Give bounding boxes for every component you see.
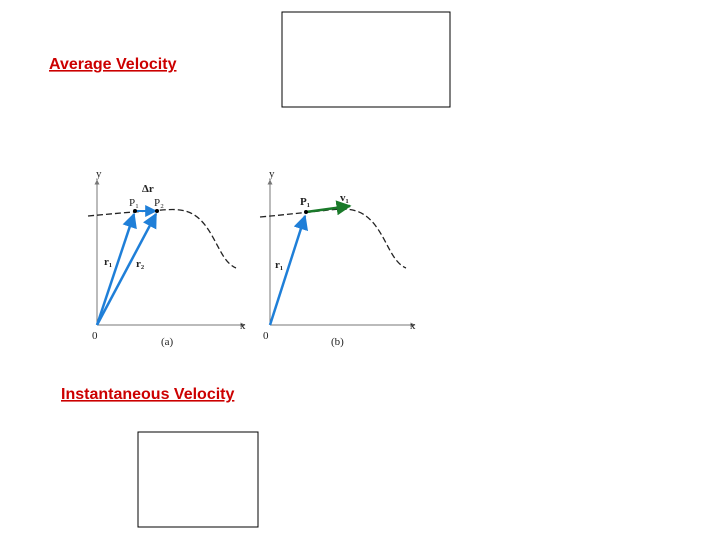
label: y: [269, 168, 275, 180]
empty-box: [281, 11, 451, 108]
caption: (b): [331, 336, 344, 348]
label: r₂: [136, 258, 145, 270]
point: [155, 209, 159, 213]
heading: Instantaneous Velocity: [61, 386, 234, 403]
vector-r1: [95, 212, 137, 326]
vector-r2: [95, 212, 158, 326]
label: P₁: [300, 196, 310, 208]
label: 0: [263, 330, 269, 342]
vector-r1: [268, 214, 309, 326]
label: x: [410, 320, 416, 332]
heading: Average Velocity: [49, 56, 177, 73]
label: v₁: [340, 192, 349, 204]
label: P₁: [129, 197, 139, 209]
panel-a: y x 0 Δr P₁ P₂ r₁ r₂ (a): [87, 168, 246, 348]
label: Δr: [142, 183, 154, 195]
panel-b: y x 0 P₁ v₁ r₁ (b): [259, 168, 416, 348]
label: r₁: [104, 256, 112, 268]
point: [304, 210, 308, 214]
vector-v1: [305, 200, 352, 216]
point: [133, 209, 137, 213]
label: y: [96, 168, 102, 180]
label: P₂: [154, 197, 164, 209]
caption: (a): [161, 336, 174, 348]
path-curve: [87, 208, 237, 269]
label: r₁: [275, 259, 283, 271]
label: x: [240, 320, 246, 332]
label: 0: [92, 330, 98, 342]
empty-box: [137, 431, 259, 528]
